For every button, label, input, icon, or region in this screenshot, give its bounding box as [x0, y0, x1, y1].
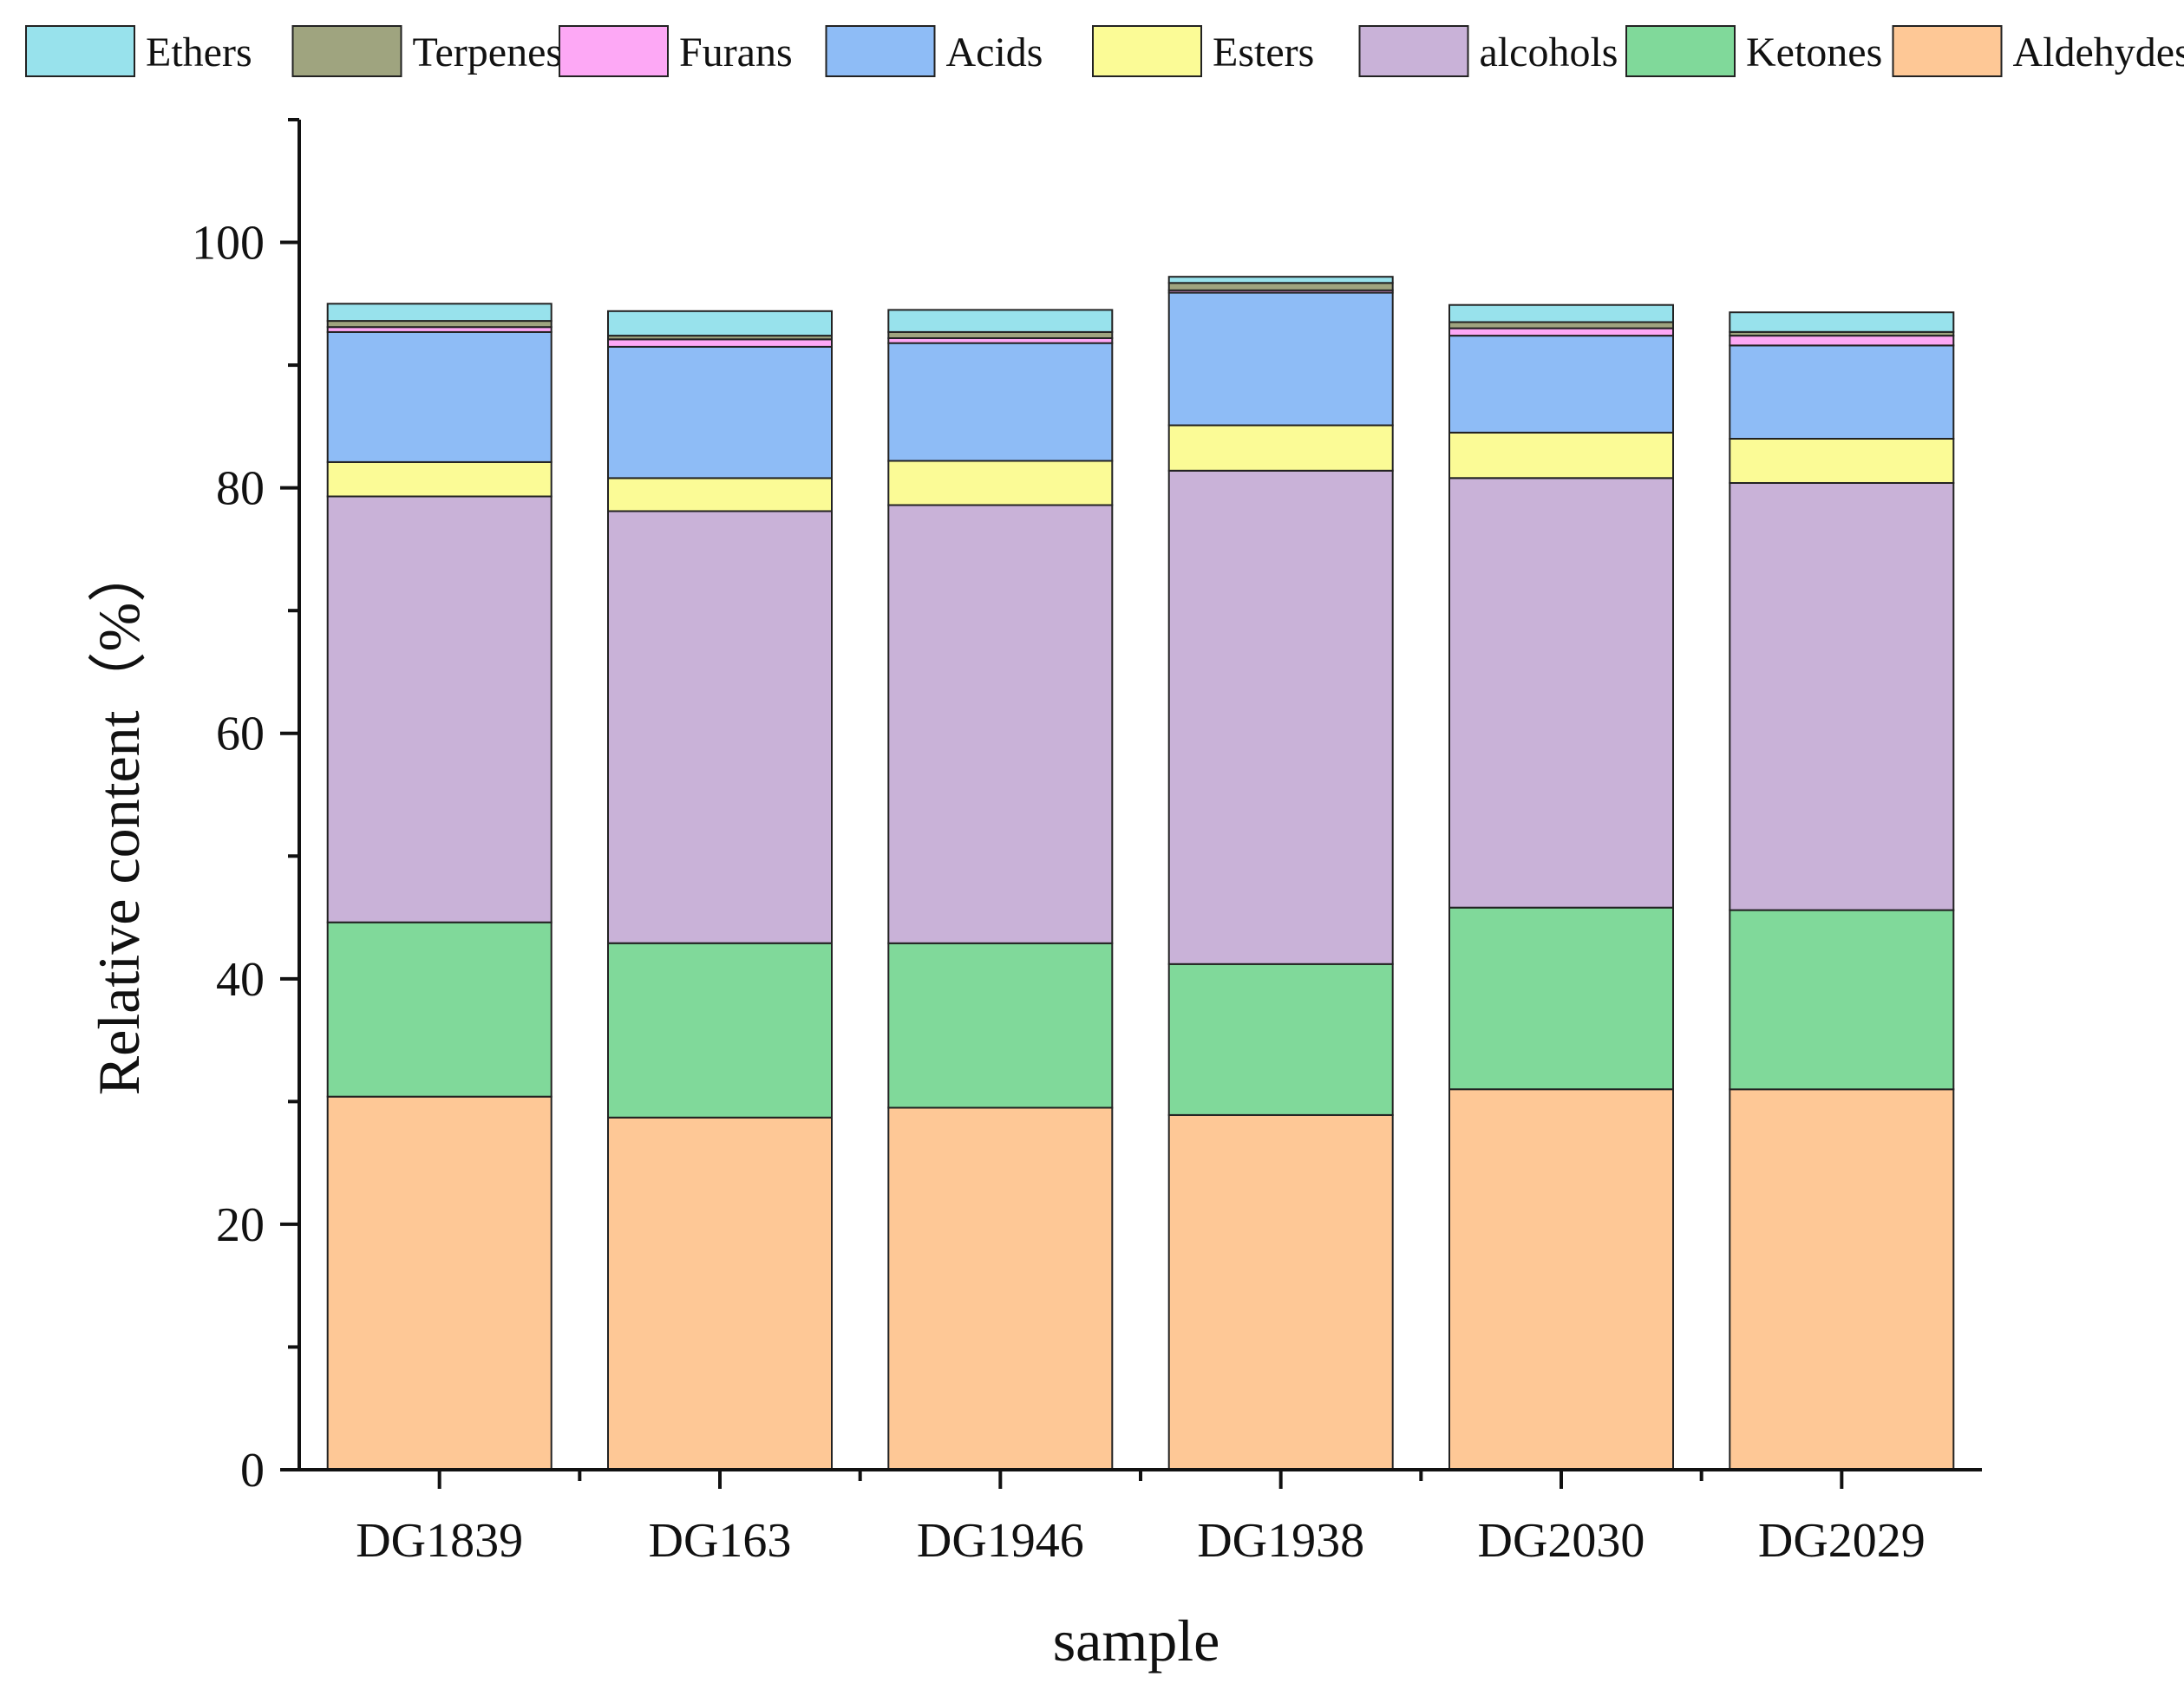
bar-acids-dg1946 [887, 342, 1114, 462]
legend-swatch-acids [825, 25, 936, 77]
legend-label-alcohols: alcohols [1480, 29, 1618, 75]
bar-ketones-dg1938 [1167, 962, 1394, 1116]
bar-ethers-dg1839 [326, 303, 553, 323]
bar-aldehydes-dg1946 [887, 1106, 1114, 1471]
bar-aldehydes-dg2030 [1448, 1088, 1674, 1471]
bar-ketones-dg163 [607, 942, 833, 1119]
legend-label-acids: Acids [946, 29, 1043, 75]
bar-esters-dg2029 [1729, 438, 1955, 484]
legend-label-esters: Esters [1213, 29, 1314, 75]
bar-terpenes-dg1938 [1167, 282, 1394, 291]
bar-ethers-dg163 [607, 310, 833, 337]
legend-label-ethers: Ethers [146, 29, 252, 75]
bar-alcohols-dg1839 [326, 495, 553, 923]
legend-swatch-esters [1092, 25, 1202, 77]
bar-esters-dg2030 [1448, 431, 1674, 480]
y-tick-label-20: 20 [216, 1198, 265, 1252]
legend-swatch-furans [559, 25, 669, 77]
bar-acids-dg1938 [1167, 291, 1394, 427]
y-tick-label-60: 60 [216, 708, 265, 761]
legend-label-furans: Furans [679, 29, 793, 75]
bar-ketones-dg1839 [326, 921, 553, 1098]
bar-ketones-dg2029 [1729, 909, 1955, 1091]
bar-ethers-dg1946 [887, 309, 1114, 333]
axes: 0 20 40 60 80 100 DG1839 DG163 DG1946 DG1938 DG203… [192, 118, 1982, 1568]
bar-esters-dg1839 [326, 460, 553, 498]
bar-terpenes-dg1839 [326, 320, 553, 329]
y-tick-label-0: 0 [240, 1444, 265, 1497]
bar-furans-dg2030 [1448, 327, 1674, 337]
bar-ketones-dg1946 [887, 942, 1114, 1109]
bars [326, 276, 1955, 1471]
bar-acids-dg1839 [326, 330, 553, 463]
legend-swatch-ethers [25, 25, 135, 77]
x-tick-label-dg2029: DG2029 [1758, 1514, 1926, 1568]
bar-alcohols-dg2029 [1729, 482, 1955, 911]
bar-furans-dg2029 [1729, 335, 1955, 347]
bar-ketones-dg2030 [1448, 906, 1674, 1091]
legend-swatch-ketones [1625, 25, 1736, 77]
bar-ethers-dg2030 [1448, 303, 1674, 323]
x-tick-label-dg1839: DG1839 [356, 1514, 523, 1568]
bar-aldehydes-dg1938 [1167, 1113, 1394, 1471]
x-tick-label-dg1938: DG1938 [1197, 1514, 1364, 1568]
x-tick-label-dg163: DG163 [649, 1514, 792, 1568]
x-axis-title: sample [1053, 1608, 1220, 1674]
bar-terpenes-dg2030 [1448, 321, 1674, 330]
bar-esters-dg163 [607, 477, 833, 512]
y-tick-label-80: 80 [216, 462, 265, 516]
bar-furans-dg163 [607, 338, 833, 348]
bar-esters-dg1938 [1167, 424, 1394, 472]
x-tick-label-dg2030: DG2030 [1478, 1514, 1645, 1568]
legend-label-terpenes: Terpenes [413, 29, 563, 75]
y-axis-title: Relative content（%） [86, 544, 152, 1095]
legend-swatch-terpenes [291, 25, 402, 77]
bar-alcohols-dg1946 [887, 504, 1114, 944]
bar-acids-dg2030 [1448, 335, 1674, 434]
bar-alcohols-dg1938 [1167, 469, 1394, 965]
bar-aldehydes-dg2029 [1729, 1088, 1955, 1471]
x-tick-label-dg1946: DG1946 [917, 1514, 1084, 1568]
bar-alcohols-dg2030 [1448, 477, 1674, 909]
bar-acids-dg2029 [1729, 344, 1955, 440]
bar-terpenes-dg1946 [887, 330, 1114, 339]
bar-esters-dg1946 [887, 460, 1114, 506]
bar-aldehydes-dg1839 [326, 1095, 553, 1471]
y-tick-label-100: 100 [192, 217, 265, 271]
legend-label-ketones: Ketones [1746, 29, 1882, 75]
legend: Ethers Terpenes Furans Acids Esters alcohols K… [25, 25, 2184, 77]
bar-acids-dg163 [607, 345, 833, 480]
bar-aldehydes-dg163 [607, 1116, 833, 1471]
y-tick-label-40: 40 [216, 953, 265, 1007]
bar-ethers-dg1938 [1167, 276, 1394, 284]
legend-label-aldehydes: Aldehydes [2013, 29, 2184, 75]
bar-alcohols-dg163 [607, 510, 833, 944]
bar-ethers-dg2029 [1729, 311, 1955, 333]
legend-swatch-alcohols [1358, 25, 1469, 77]
legend-swatch-aldehydes [1892, 25, 2003, 77]
